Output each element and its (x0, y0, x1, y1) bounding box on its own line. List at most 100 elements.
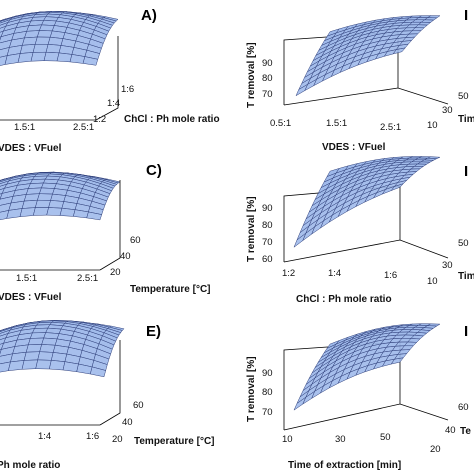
tick-d-y-2: 50 (458, 238, 469, 249)
tick-f-z-1: 80 (262, 387, 273, 398)
surface-cell (39, 24, 55, 32)
axis-label-f-y: Te (460, 426, 471, 437)
tick-b-z-1: 80 (262, 73, 273, 84)
surface-cell (390, 357, 404, 365)
box-edge-a (95, 36, 119, 121)
surface-cell (39, 344, 56, 353)
surface-mesh-b (295, 15, 441, 97)
tick-a-y-2: 1:6 (121, 84, 134, 95)
surface-mesh-e (0, 320, 125, 378)
surface-cell (89, 366, 107, 378)
tick-f-x-1: 30 (335, 434, 346, 445)
surface-cell (48, 200, 65, 209)
tick-d-x-1: 1:4 (328, 268, 341, 279)
surface-cell (48, 360, 66, 371)
box-base-b (283, 87, 449, 106)
panel-b: I 90 80 70 T removal [%] 0.5:1 1.5:1 2.5… (246, 7, 474, 153)
surface-cell (31, 327, 49, 334)
surface-cell (45, 44, 62, 54)
tick-b-z-0: 70 (262, 89, 273, 100)
box-edge-c (99, 180, 121, 271)
tick-d-z-1: 70 (262, 237, 273, 248)
tick-d-z-0: 60 (262, 254, 273, 265)
tick-d-z-2: 80 (262, 220, 273, 231)
panel-letter-c: C) (146, 162, 162, 179)
tick-f-z-0: 70 (262, 407, 273, 418)
tick-a-x-1: 2.5:1 (73, 122, 94, 133)
surface-mesh-a (0, 11, 119, 66)
axis-label-b-x: VDES : VFuel (322, 142, 386, 153)
axis-label-a-y: ChCl : Ph mole ratio (124, 114, 220, 125)
surface-cell (34, 199, 51, 208)
surface-cell (35, 359, 52, 370)
surface-cell (46, 207, 63, 216)
tick-c-y-0: 20 (110, 267, 121, 278)
panel-c: C) 1.5:1 2.5:1 20 40 60 Temperature [°C]… (0, 162, 211, 303)
tick-f-x-2: 50 (380, 432, 391, 443)
tick-e-x-1: 1:6 (86, 431, 99, 442)
surface-cell (36, 30, 53, 38)
tick-e-x-0: 1:4 (38, 431, 51, 442)
panel-a: A) 1.5:1 2.5:1 1:2 1:4 1:6 ChCl : Ph mol… (0, 7, 220, 154)
axis-label-a-x: VDES : VFuel (0, 143, 62, 154)
tick-a-y-0: 1:2 (93, 114, 106, 125)
surface-cell (41, 337, 58, 346)
surface-cell (82, 56, 99, 66)
surface-cell (32, 207, 49, 216)
surface-cell (32, 44, 49, 53)
surface-cell (43, 51, 60, 62)
tick-c-x-0: 1.5:1 (16, 273, 37, 284)
surface-cell (59, 207, 76, 217)
surface-mesh-f (293, 323, 441, 411)
surface-cell (21, 199, 38, 209)
tick-a-y-1: 1:4 (107, 98, 120, 109)
panel-letter-f: I (464, 323, 468, 340)
axis-label-b-y: Tim (458, 114, 474, 125)
surface-cell (25, 344, 43, 353)
tick-e-y-1: 40 (122, 417, 133, 428)
surface-cell (37, 193, 53, 201)
tick-b-x-2: 2.5:1 (380, 122, 401, 133)
surface-cell (7, 360, 25, 371)
panel-letter-e: E) (146, 323, 161, 340)
axis-label-d-z: T removal [%] (246, 196, 257, 262)
panel-e: E) 1:4 1:6 20 40 60 Temperature [°C] Ph … (0, 320, 215, 471)
axis-label-e-x: Ph mole ratio (0, 460, 60, 471)
tick-c-x-1: 2.5:1 (77, 273, 98, 284)
axis-label-c-y: Temperature [°C] (130, 284, 211, 295)
tick-d-x-2: 1:6 (384, 270, 397, 281)
tick-d-y-0: 10 (427, 276, 438, 287)
panel-d: I 90 80 70 60 T removal [%] 1:2 1:4 1:6 … (246, 156, 474, 305)
surface-cell (27, 337, 45, 346)
tick-b-y-1: 30 (442, 105, 453, 116)
panel-letter-d: I (464, 163, 468, 180)
box-base-d (283, 239, 449, 263)
tick-f-y-0: 20 (430, 444, 441, 455)
axis-label-d-y: Tim (458, 271, 474, 282)
axis-label-c-x: VDES : VFuel (0, 292, 62, 303)
surface-cell (390, 183, 405, 192)
axis-label-f-x: Time of extraction [min] (288, 460, 401, 471)
surface-mesh-d (293, 156, 441, 248)
surface-cell (19, 207, 36, 217)
box-edge-e (99, 340, 121, 426)
surface-cell (34, 36, 51, 45)
surface-cell (86, 211, 103, 221)
surface-cell (37, 351, 54, 361)
panel-f: I 90 80 70 T removal [%] 10 30 50 20 40 … (246, 323, 471, 471)
surface-cell (39, 187, 55, 195)
tick-d-z-3: 90 (262, 203, 273, 214)
surface-mesh-c (0, 171, 121, 221)
tick-f-x-0: 10 (282, 434, 293, 445)
surface-cell (21, 359, 39, 370)
tick-f-y-2: 60 (458, 402, 469, 413)
tick-d-y-1: 30 (442, 260, 453, 271)
surface-cell (41, 182, 57, 189)
axis-label-f-z: T removal [%] (246, 356, 257, 422)
tick-b-x-0: 0.5:1 (270, 118, 291, 129)
surface-cell (41, 20, 57, 26)
surface-cell (56, 52, 73, 63)
tick-f-z-2: 90 (262, 368, 273, 379)
axis-label-b-z: T removal [%] (246, 42, 257, 108)
